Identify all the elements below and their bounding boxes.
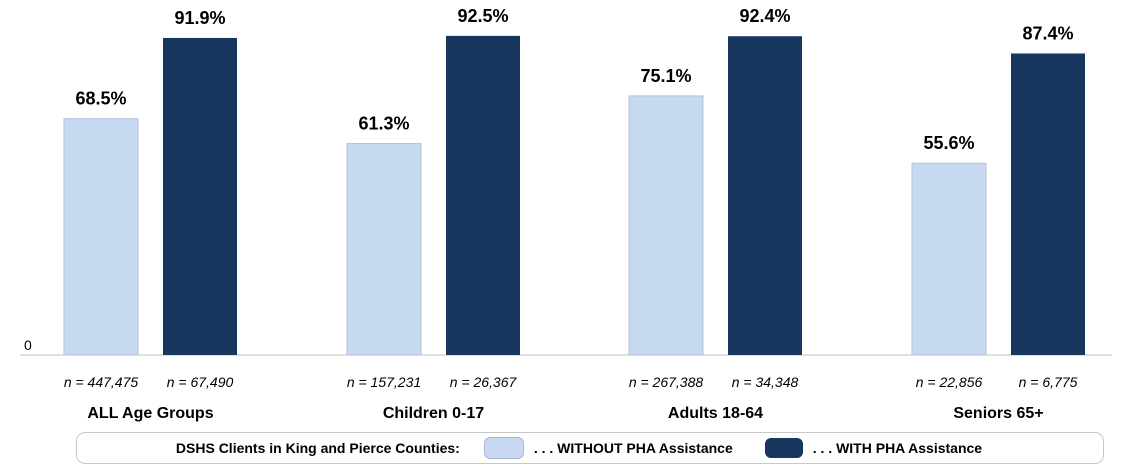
n-label-with-3: n = 6,775 [1019,374,1078,390]
data-label-with-3: 87.4% [1022,23,1073,43]
bar-chart: 0 68.5% n = 447,475 91.9% n = 67,490 ALL Age… [20,6,1112,422]
legend-swatch-without [483,437,524,459]
bar-with-3 [1011,53,1085,355]
y-tick-label: 0 [24,337,32,353]
legend-title: DSHS Clients in King and Pierce Counties… [175,440,460,456]
bar-without-3 [911,162,987,356]
legend-label-with: . . . WITH PHA Assistance [812,440,983,456]
bar-with-1 [446,35,520,355]
legend: DSHS Clients in King and Pierce Counties… [76,432,1104,464]
n-label-without-0: n = 447,475 [64,374,139,390]
n-label-with-2: n = 34,348 [732,374,799,390]
category-label-0: ALL Age Groups [87,405,213,422]
n-label-with-0: n = 67,490 [167,374,234,390]
n-label-without-1: n = 157,231 [347,374,421,390]
category-label-2: Adults 18-64 [668,405,763,422]
data-label-without-2: 75.1% [640,66,691,86]
n-label-with-1: n = 26,367 [450,374,518,390]
legend-swatch-with [764,438,803,458]
n-label-without-2: n = 267,388 [629,374,704,390]
data-label-with-0: 91.9% [174,8,225,28]
data-label-without-0: 68.5% [75,89,126,109]
bar-without-2 [628,95,704,356]
legend-label-without: . . . WITHOUT PHA Assistance [533,440,733,456]
bar-without-0 [63,118,139,356]
data-label-with-1: 92.5% [457,6,508,26]
bar-with-2 [728,36,802,355]
bar-without-1 [346,143,422,356]
bar-with-0 [163,37,237,355]
data-label-without-3: 55.6% [923,133,974,153]
data-label-with-2: 92.4% [739,6,790,26]
data-label-without-1: 61.3% [358,114,409,134]
category-label-3: Seniors 65+ [953,405,1043,422]
n-label-without-3: n = 22,856 [916,374,983,390]
category-label-1: Children 0-17 [383,405,484,422]
